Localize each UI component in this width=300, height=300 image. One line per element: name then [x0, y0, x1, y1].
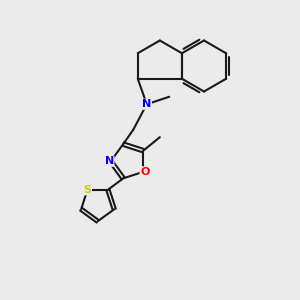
Text: O: O — [140, 167, 149, 177]
Text: S: S — [83, 185, 92, 195]
Text: N: N — [105, 156, 114, 166]
Text: N: N — [142, 99, 152, 109]
